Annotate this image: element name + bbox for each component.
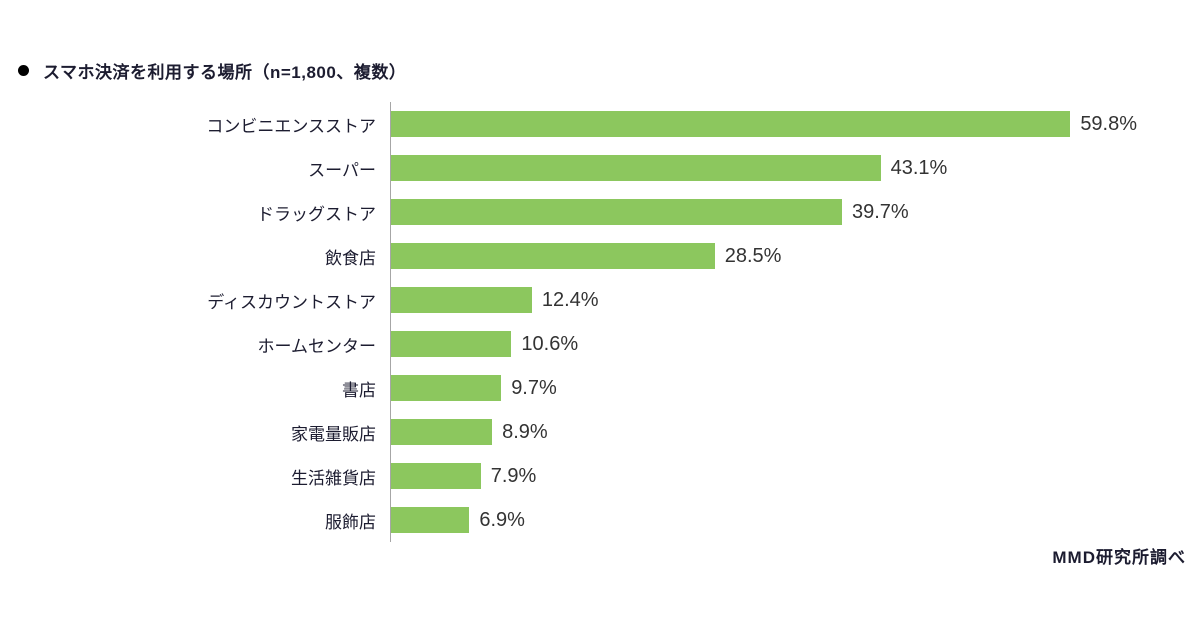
plot-area: 9.7% <box>390 366 1182 410</box>
bar-row: ディスカウントストア 12.4% <box>18 278 1182 322</box>
category-label: 生活雑貨店 <box>291 468 376 488</box>
plot-area: 6.9% <box>390 498 1182 542</box>
chart-title: スマホ決済を利用する場所（n=1,800、複数） <box>43 63 407 82</box>
bar-row: ドラッグストア 39.7% <box>18 190 1182 234</box>
chart-header: スマホ決済を利用する場所（n=1,800、複数） <box>18 58 406 83</box>
plot-area: 59.8% <box>390 102 1182 146</box>
value-label: 8.9% <box>502 420 548 443</box>
bar <box>391 199 842 225</box>
bar-row: 生活雑貨店 7.9% <box>18 454 1182 498</box>
bullet-icon <box>18 65 29 76</box>
bar-row: スーパー 43.1% <box>18 146 1182 190</box>
bar <box>391 155 881 181</box>
bar <box>391 463 481 489</box>
category-label: 服飾店 <box>325 512 376 532</box>
source-credit: MMD研究所調べ <box>1052 548 1186 567</box>
category-label: コンビニエンスストア <box>206 116 376 136</box>
value-label: 59.8% <box>1080 112 1138 135</box>
plot-area: 39.7% <box>390 190 1182 234</box>
category-label: 家電量販店 <box>291 424 376 444</box>
value-label: 39.7% <box>851 200 909 223</box>
value-label: 12.4% <box>541 288 599 311</box>
plot-area: 7.9% <box>390 454 1182 498</box>
bar <box>391 331 512 357</box>
bar-chart: コンビニエンスストア 59.8% スーパー 43.1% ドラッグストア 39.7% 飲食店 2… <box>18 102 1182 542</box>
plot-area: 12.4% <box>390 278 1182 322</box>
value-label: 6.9% <box>479 508 525 531</box>
category-label: 書店 <box>342 380 376 400</box>
category-label: ディスカウントストア <box>207 292 376 312</box>
bar-row: コンビニエンスストア 59.8% <box>18 102 1182 146</box>
value-label: 28.5% <box>724 244 782 267</box>
bar <box>391 243 715 269</box>
plot-area: 8.9% <box>390 410 1182 454</box>
bar-row: ホームセンター 10.6% <box>18 322 1182 366</box>
value-label: 7.9% <box>490 464 537 487</box>
bar <box>391 375 502 401</box>
category-label: ホームセンター <box>257 336 377 356</box>
bar-row: 家電量販店 8.9% <box>18 410 1182 454</box>
bar <box>391 287 532 313</box>
category-label: スーパー <box>308 160 376 180</box>
bar <box>391 111 1071 137</box>
bar-row: 服飾店 6.9% <box>18 498 1182 542</box>
bar <box>391 419 493 445</box>
category-label: ドラッグストア <box>257 204 376 224</box>
plot-area: 10.6% <box>390 322 1182 366</box>
value-label: 43.1% <box>890 156 948 179</box>
category-label: 飲食店 <box>325 248 376 268</box>
plot-area: 28.5% <box>390 234 1182 278</box>
value-label: 10.6% <box>521 332 579 355</box>
plot-area: 43.1% <box>390 146 1182 190</box>
bar-row: 書店 9.7% <box>18 366 1182 410</box>
bar <box>391 507 470 533</box>
bar-row: 飲食店 28.5% <box>18 234 1182 278</box>
value-label: 9.7% <box>511 376 557 399</box>
